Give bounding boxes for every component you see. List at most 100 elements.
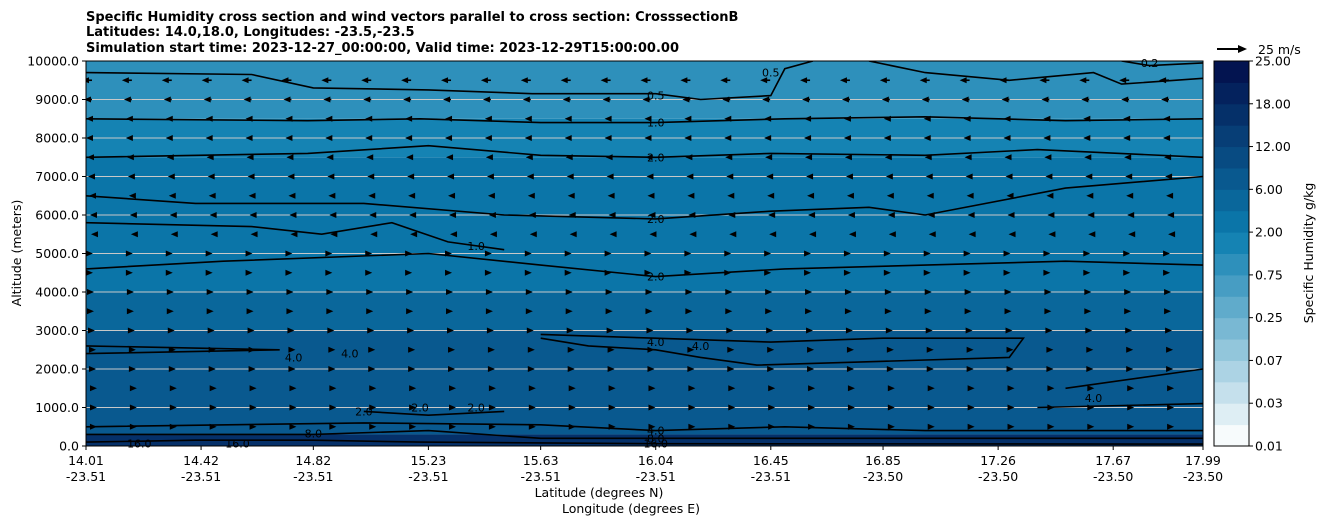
x-tick-label-lat: 15.23 [410,453,446,468]
wind-arrow-head [1167,404,1175,411]
wind-arrow-head [965,327,973,334]
wind-arrow-head [127,327,135,334]
y-tick-label: 9000.0 [35,92,79,107]
humidity-band [86,330,1203,435]
wind-arrow-head [608,385,616,392]
contour-line [86,439,1203,445]
contour-label: 1.0 [647,117,665,130]
wind-arrow-head [488,212,496,218]
wind-arrow-head [1164,289,1172,295]
wind-arrow-head [925,173,933,180]
wind-arrow-head [968,231,976,238]
wind-arrow-head [325,115,333,122]
wind-arrow-head [964,154,972,161]
wind-arrow-head [644,269,652,276]
wind-arrow-head [207,327,215,334]
wind-arrow-head [86,269,93,276]
wind-arrow-head [1163,115,1171,122]
wind-arrow-head [648,423,656,430]
wind-arrow-head [1167,385,1175,392]
wind-arrow-head [529,231,537,238]
wind-arrow-head [1123,115,1131,122]
wind-arrow-head [89,385,97,392]
colorbar-segment [1214,296,1249,319]
wind-arrow-head [648,212,656,218]
wind-arrow-head [87,173,95,180]
wind-arrow-head [1048,231,1056,238]
wind-arrow-head [1084,154,1092,161]
wind-arrow-head [328,366,336,372]
wind-arrow-head [724,250,732,257]
wind-arrow-head [727,192,735,199]
wind-arrow-head [644,115,652,122]
contour-labels: 0.2 0.5 0.5 1.0 2.0 2.0 1.0 2.0 4.0 4.0 4.0 4.0 4.0 2… [127,57,1158,451]
wind-arrow-head [925,327,933,334]
colorbar-segment [1214,317,1249,340]
wind-arrow-head [762,96,770,103]
wind-arrow-head [86,154,94,161]
wind-arrow-head [1003,269,1011,276]
wind-arrow-head [765,154,773,161]
wind-arrow-head [245,115,253,122]
wind-arrow-head [564,135,572,141]
wind-arrow-head [1165,327,1173,334]
wind-arrow-head [808,404,816,411]
wind-arrow-head [1084,289,1092,295]
wind-arrow-head [606,173,614,180]
x-tick-label-lon: -23.50 [863,469,903,484]
wind-arrow-head [1167,423,1175,430]
wind-arrow-head [647,346,655,353]
wind-arrow-head [802,96,810,103]
wind-arrow-head [569,231,577,238]
wind-arrow-head [846,346,854,353]
wind-arrow-head [688,423,696,430]
wind-arrow-head [368,192,376,199]
wind-arrow-head [764,250,772,257]
wind-arrow-head [647,192,655,199]
wind-arrow-head [283,96,291,103]
wind-arrow-head [1004,289,1012,295]
wind-arrow-head [445,135,453,141]
wind-arrow-head [1086,366,1094,372]
wind-arrow-head [1039,77,1047,84]
wind-arrow-head [885,327,893,334]
wind-arrow-head [1006,346,1014,353]
wind-arrow-head [443,96,451,103]
wind-arrow-head [367,327,375,334]
wind-arrow-head [564,250,572,257]
wind-arrow-head [768,212,776,218]
contour-label: 4.0 [647,425,665,438]
colorbar-tick-label: 6.00 [1255,182,1283,197]
wind-arrow-head [564,269,572,276]
wind-arrow-head [287,173,295,180]
wind-arrow-head [484,269,492,276]
wind-arrow-head [369,385,377,392]
wind-arrow-head [449,404,457,411]
wind-arrow-head [1121,96,1129,103]
colorbar-segment [1214,232,1249,254]
wind-arrow-head [568,385,576,392]
wind-arrow-head [1085,327,1093,334]
colorbar-tick-label: 0.25 [1255,310,1283,325]
wind-arrow-head [129,385,137,392]
wind-arrow-head [205,115,213,122]
wind-arrow-head [1083,115,1091,122]
wind-arrow-head [408,192,416,199]
colorbar-segment [1214,210,1249,233]
wind-arrow-head [363,96,371,103]
wind-arrow-head [401,77,409,84]
wind-arrow-head [249,404,257,411]
wind-arrow-head [487,192,495,199]
wind-arrow-head [1006,366,1014,372]
y-tick-label: 6000.0 [35,208,79,223]
wind-arrow-head [807,346,815,353]
wind-arrow-head [1007,423,1015,430]
wind-arrow-head [128,366,136,372]
wind-arrow-head [368,346,376,353]
wind-arrow-head [405,250,413,257]
wind-arrow-head [286,289,294,295]
wind-arrow-head [209,212,217,218]
wind-arrow-head [565,289,573,295]
wind-arrow-head [165,269,173,276]
wind-arrow-head [724,135,732,141]
